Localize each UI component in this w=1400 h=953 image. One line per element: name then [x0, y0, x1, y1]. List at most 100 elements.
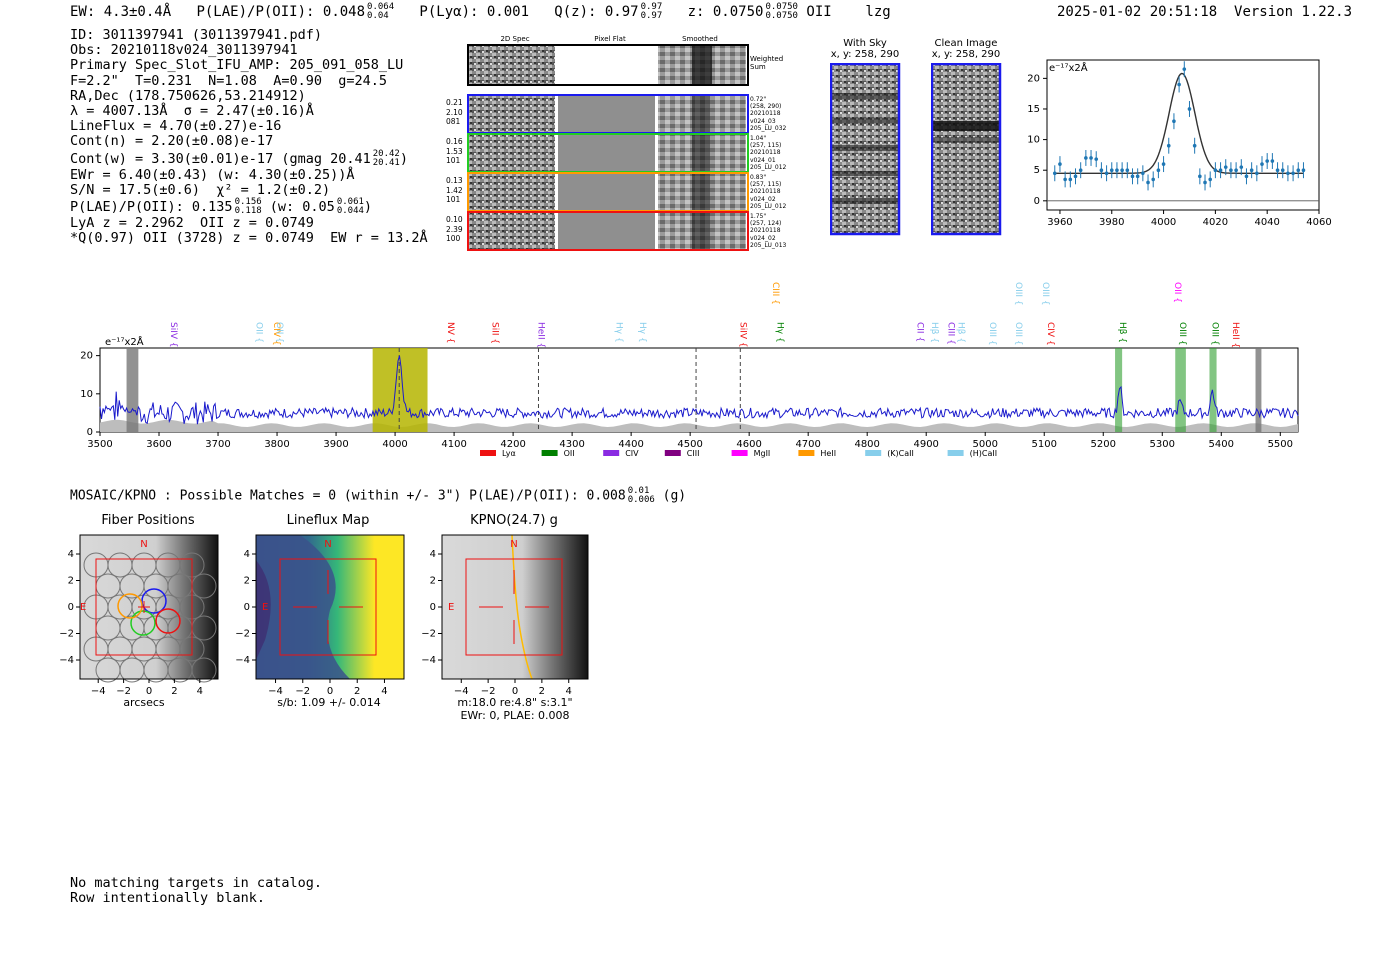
fit-point — [1296, 168, 1301, 173]
row-1-flat — [558, 135, 655, 171]
row-2-left-stats: 0.13 1.42 101 — [446, 176, 463, 204]
weighted-sum-label: Weighted Sum — [750, 55, 784, 71]
fit-point — [1084, 156, 1088, 160]
fit-point — [1229, 168, 1233, 173]
fit-point — [1135, 174, 1140, 179]
info-fiber-params: F=2.2" T=0.231 N=1.08 A=0.90 g=24.5 — [70, 72, 387, 89]
info-primary-spec: Primary Spec_Slot_IFU_AMP: 205_091_058_L… — [70, 57, 404, 74]
kpno-panel: N E — [441, 534, 589, 680]
spec-xtick: 4000 — [382, 439, 407, 450]
header-qz: Q(z): 0.97 — [554, 4, 639, 20]
spec-xtick: 5300 — [1150, 439, 1175, 450]
spec-line-label: SiIV { — [737, 322, 747, 348]
fit-point — [1244, 174, 1249, 179]
fiber-xlabel: arcsecs — [123, 696, 165, 709]
fiber-positions-panel: N E — [79, 534, 219, 683]
fit-point — [1058, 162, 1062, 166]
fit-point — [1115, 168, 1119, 173]
fit-point — [1161, 162, 1166, 166]
spec-xtick: 4200 — [500, 439, 525, 450]
panel-ytick: −4 — [59, 655, 74, 666]
spec-xtick: 4500 — [677, 439, 702, 450]
spec-xtick: 4700 — [795, 439, 820, 450]
fiber-circle — [191, 657, 217, 683]
fiber-n-label: N — [140, 539, 147, 550]
header-plae-range: 0.064 0.04 — [367, 2, 395, 21]
spec-line-label: Hγ { — [774, 322, 784, 343]
fit-point — [1172, 119, 1176, 124]
spec-line-label: Hβ { — [1117, 322, 1127, 343]
row-0-left-stats: 0.21 2.10 081 — [446, 98, 463, 126]
lineflux-n-label: N — [324, 539, 331, 550]
spec-line-label: OIII { — [1040, 282, 1050, 306]
panel-xtick: −4 — [268, 686, 283, 697]
fit-point — [1234, 168, 1238, 173]
info-radec: RA,Dec (178.750626,53.214912) — [70, 87, 306, 104]
fit-point — [1109, 168, 1114, 173]
panel-axis-ticks: −4 −2 0 2 4 4 2 0 −2 −4 −4 −2 0 2 4 4 2 0 −2 −4 −4 −2 0 2 4 4 2 0 −2… — [59, 549, 572, 697]
header-tag: lzg — [865, 4, 891, 20]
panel-ytick: −4 — [421, 655, 436, 666]
fit-ytick: 20 — [1027, 73, 1040, 84]
fit-point — [1270, 159, 1275, 163]
col-pixel-flat: Pixel Flat — [594, 35, 626, 43]
row-3-left-stats: 0.10 2.39 100 — [446, 215, 463, 243]
info-cont-w: Cont(w) = 3.30(±0.01)e-17 (gmag 20.41 20.… — [70, 148, 408, 168]
fit-point — [1223, 165, 1228, 169]
fit-point — [1120, 168, 1124, 173]
kpno-n-label: N — [510, 539, 517, 550]
spec-line-label: Hβ { — [956, 322, 966, 343]
spec-xtick: 5100 — [1032, 439, 1057, 450]
spec-xtick: 5400 — [1209, 439, 1234, 450]
spec-line-label: OIII { — [1013, 282, 1023, 306]
fit-point — [1218, 168, 1223, 173]
spec-line-label: CIV { — [1045, 322, 1055, 346]
kpno-title: KPNO(24.7) g — [470, 513, 558, 528]
spec-line-label: HeII { — [535, 322, 545, 348]
fit-point — [1265, 159, 1269, 163]
fit-point — [1208, 177, 1212, 182]
footer-line-2: Row intentionally blank. — [70, 890, 266, 907]
footer-line-1: No matching targets in catalog. — [70, 875, 322, 891]
fit-point — [1068, 177, 1073, 182]
col-smoothed: Smoothed — [682, 35, 718, 43]
legend-label: CIV — [625, 449, 639, 458]
lineflux-map-panel: N E — [255, 534, 405, 680]
panel-xtick: 0 — [146, 686, 152, 697]
fit-point — [1094, 157, 1099, 161]
spectrum-axis-ticks: 3500 3600 3700 3800 3900 4000 4100 4200 4300 4400… — [80, 351, 1293, 450]
spec-xtick: 3700 — [205, 439, 230, 450]
kpno-ellipse-edge — [511, 534, 533, 680]
spectrum-line-labels: SiIV {OII {CIV {OII {NV {SiII {HeII {Hγ … — [168, 282, 1240, 348]
fit-point — [1125, 168, 1130, 173]
kpno-xlabel: m:18.0 re:4.8" s:3.1" EWr: 0, PLAE: 0.008 — [457, 696, 573, 722]
fit-point — [1078, 168, 1083, 173]
header-qz-range: 0.97 0.97 — [640, 2, 663, 21]
spec-line-label: OII { — [274, 322, 284, 343]
clean-image-title: Clean Image x, y: 258, 290 — [931, 38, 1001, 60]
spectrum-trace — [99, 355, 1299, 425]
spec-xtick: 3500 — [87, 439, 112, 450]
fit-point — [1177, 82, 1181, 87]
row-0-right-info: 0.72" (258, 290) 20210118 v024_03 205_LU_032 — [750, 96, 787, 132]
spec-gray-band — [126, 348, 139, 432]
legend-label: OII — [564, 449, 575, 458]
fit-point — [1203, 180, 1207, 185]
legend-swatch — [480, 450, 496, 456]
spec-xtick: 3800 — [264, 439, 289, 450]
legend-swatch — [731, 450, 748, 456]
spec-line-label: CIV { — [271, 322, 281, 346]
panel-ytick: 0 — [68, 602, 74, 613]
fiber-green — [130, 610, 156, 636]
fit-point — [1166, 143, 1171, 148]
legend-swatch — [664, 450, 681, 456]
panel-xtick: 4 — [566, 686, 572, 697]
header-plae: P(LAE)/P(OII): 0.048 — [196, 4, 366, 20]
spec-ytick: 20 — [80, 351, 93, 362]
spec-gray-band — [1255, 348, 1262, 432]
header-z-range: 0.0750 0.0750 — [765, 2, 798, 21]
spec-line-label: OIII { — [1177, 322, 1187, 346]
spec-line-label: CIII { — [946, 322, 956, 345]
panel-xtick: 0 — [327, 686, 333, 697]
spec-xtick: 5000 — [972, 439, 997, 450]
